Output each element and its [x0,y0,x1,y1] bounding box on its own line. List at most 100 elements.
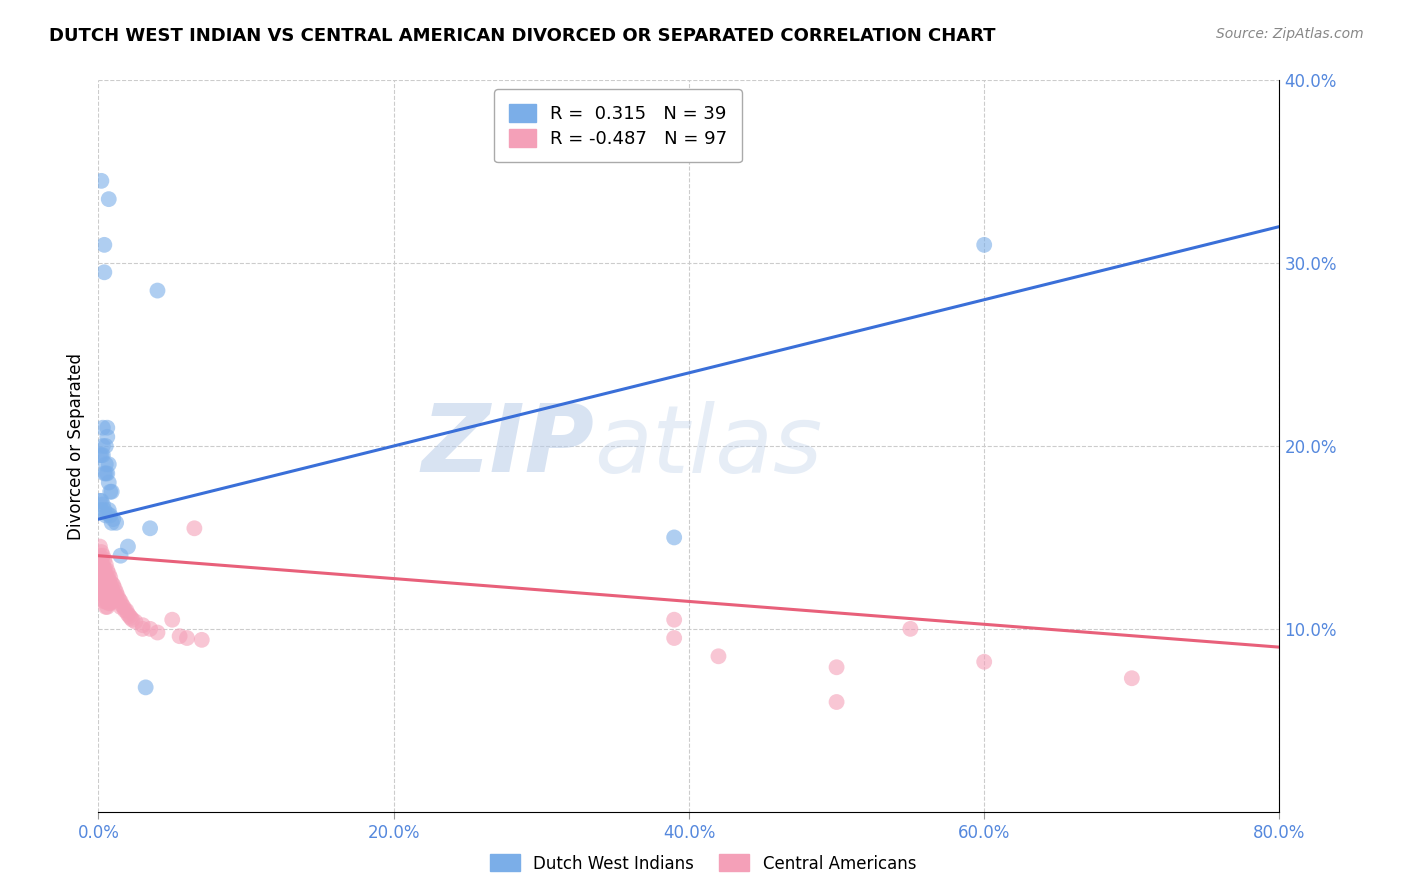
Point [96,563,118,577]
Point [105,589,128,603]
Point [91,558,114,572]
Point [94,508,117,523]
Point [93,583,115,598]
Point [96,576,118,591]
Point [664,613,686,627]
Point [89,552,111,566]
Point [90,585,112,599]
Point [89,549,111,563]
Point [825,695,848,709]
Point [97,475,120,490]
Point [97,457,120,471]
Point [94,583,117,598]
Point [94,594,117,608]
Point [93,589,115,603]
Point [91,571,114,585]
Y-axis label: Divorced or Separated: Divorced or Separated [66,352,84,540]
Point [96,599,118,614]
Point [98,578,121,592]
Point [90,545,112,559]
Point [111,598,134,612]
Point [110,549,132,563]
Point [96,571,118,585]
Point [94,573,117,587]
Text: atlas: atlas [595,401,823,491]
Point [103,578,125,592]
Point [91,589,114,603]
Point [96,594,118,608]
Point [115,603,138,617]
Point [100,576,122,591]
Point [104,582,127,596]
Point [89,561,111,575]
Point [90,503,112,517]
Point [93,467,115,481]
Point [664,631,686,645]
Point [112,599,135,614]
Point [93,238,115,252]
Point [176,631,198,645]
Point [169,629,191,643]
Point [97,573,120,587]
Point [93,594,115,608]
Point [91,582,114,596]
Point [94,599,117,614]
Point [117,607,139,622]
Point [94,589,117,603]
Point [94,439,117,453]
Point [107,589,129,603]
Point [90,580,112,594]
Point [707,649,730,664]
Point [97,567,120,582]
Point [94,578,117,592]
Point [89,494,111,508]
Text: DUTCH WEST INDIAN VS CENTRAL AMERICAN DIVORCED OR SEPARATED CORRELATION CHART: DUTCH WEST INDIAN VS CENTRAL AMERICAN DI… [49,27,995,45]
Point [94,558,117,572]
Point [139,622,162,636]
Point [183,521,205,535]
Point [100,484,122,499]
Point [91,421,114,435]
Point [90,174,112,188]
Point [91,439,114,453]
Point [97,192,120,206]
Point [91,563,114,577]
Point [96,421,118,435]
Point [103,512,125,526]
Point [97,585,120,599]
Point [97,503,120,517]
Text: ZIP: ZIP [422,400,595,492]
Point [162,613,183,627]
Point [90,571,112,585]
Point [89,567,111,582]
Point [94,567,117,582]
Text: Source: ZipAtlas.com: Source: ZipAtlas.com [1216,27,1364,41]
Point [93,573,115,587]
Point [91,549,114,563]
Point [96,582,118,596]
Point [98,508,121,523]
Point [98,585,121,599]
Point [96,430,118,444]
Point [191,632,214,647]
Point [89,571,111,585]
Point [93,503,115,517]
Point [91,498,114,512]
Point [103,585,125,599]
Point [89,448,111,462]
Point [98,484,121,499]
Point [90,552,112,566]
Point [93,265,115,279]
Point [108,592,131,607]
Point [96,589,118,603]
Point [100,516,122,530]
Point [146,625,169,640]
Point [124,615,146,629]
Point [132,622,155,636]
Point [91,585,114,599]
Point [110,594,132,608]
Legend: R =  0.315   N = 39, R = -0.487   N = 97: R = 0.315 N = 39, R = -0.487 N = 97 [495,89,742,162]
Point [97,596,120,610]
Point [100,582,122,596]
Point [100,589,122,603]
